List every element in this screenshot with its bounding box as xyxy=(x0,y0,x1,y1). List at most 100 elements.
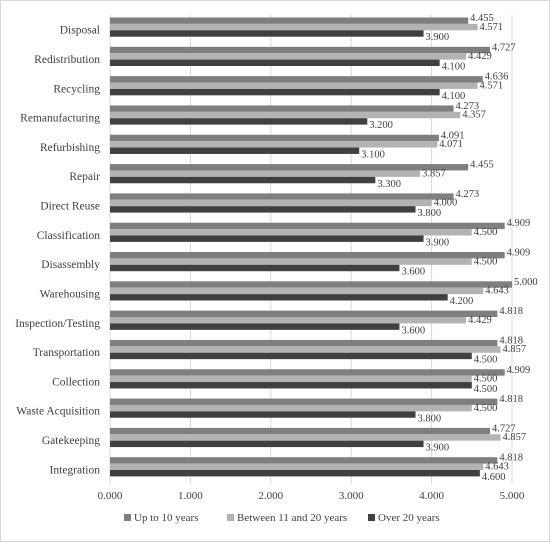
data-label: 4.909 xyxy=(507,218,531,229)
category-label: Waste Acquisition xyxy=(16,406,100,418)
data-label: 4.091 xyxy=(441,130,465,141)
category-label: Inspection/Testing xyxy=(15,318,100,330)
category-label: Disposal xyxy=(60,25,100,37)
data-label: 3.900 xyxy=(426,237,450,248)
bar xyxy=(110,235,424,242)
data-label: 4.600 xyxy=(482,472,506,483)
bar xyxy=(110,105,454,112)
bar xyxy=(110,258,472,265)
bar xyxy=(110,281,512,288)
category-label: Remanufacturing xyxy=(20,113,100,125)
bar xyxy=(110,170,421,177)
data-label: 4.357 xyxy=(462,110,486,121)
bar xyxy=(110,111,461,119)
data-label: 3.600 xyxy=(401,325,425,336)
data-label: 4.200 xyxy=(450,296,474,307)
bar xyxy=(110,352,472,360)
data-label: 4.273 xyxy=(456,189,480,200)
data-label: 4.500 xyxy=(474,403,498,414)
bar xyxy=(110,141,438,148)
bar xyxy=(110,147,360,154)
data-label: 5.000 xyxy=(514,277,538,288)
data-label: 4.818 xyxy=(499,453,523,464)
data-label: 4.500 xyxy=(474,374,498,385)
bar xyxy=(110,457,498,464)
x-tick-label: 2.000 xyxy=(258,490,283,502)
data-label: 4.455 xyxy=(470,13,494,24)
bar xyxy=(110,440,424,448)
data-label: 3.300 xyxy=(377,179,401,190)
bar xyxy=(110,346,501,353)
category-label: Direct Reuse xyxy=(40,201,100,213)
bar xyxy=(110,82,478,89)
bar xyxy=(110,176,376,184)
x-tick-label: 5.000 xyxy=(500,490,525,502)
legend-label: Over 20 years xyxy=(378,512,440,524)
data-label: 4.455 xyxy=(470,160,494,171)
data-label: 4.500 xyxy=(474,384,498,395)
category-label: Collection xyxy=(52,376,100,388)
bar xyxy=(110,434,501,441)
bar xyxy=(110,294,448,301)
data-label: 4.909 xyxy=(507,248,531,259)
data-label: 4.727 xyxy=(492,42,516,53)
bar xyxy=(110,222,505,230)
x-tick-label: 1.000 xyxy=(178,490,203,502)
data-label: 4.643 xyxy=(485,286,509,297)
data-label: 3.857 xyxy=(422,168,446,179)
data-label: 4.818 xyxy=(499,394,523,405)
data-label: 3.900 xyxy=(426,32,450,43)
bar xyxy=(110,427,491,435)
bar xyxy=(110,382,472,389)
bar xyxy=(110,17,469,24)
data-label: 4.818 xyxy=(499,335,523,346)
data-label: 4.500 xyxy=(474,355,498,366)
category-label: Disassembly xyxy=(41,259,100,271)
bar xyxy=(110,88,440,96)
data-label: 4.429 xyxy=(468,51,492,62)
bar xyxy=(110,134,439,142)
bar xyxy=(110,469,480,477)
x-tick-label: 3.000 xyxy=(339,490,364,502)
data-label: 3.900 xyxy=(426,443,450,454)
data-label: 4.636 xyxy=(485,72,509,83)
bar xyxy=(110,164,469,171)
bar xyxy=(110,375,472,383)
data-label: 3.100 xyxy=(361,149,385,160)
bar xyxy=(110,287,484,295)
data-label: 3.200 xyxy=(369,120,393,131)
data-label: 4.643 xyxy=(485,461,509,472)
data-label: 4.500 xyxy=(474,256,498,267)
bar xyxy=(110,23,478,31)
bar xyxy=(110,252,505,259)
bar xyxy=(110,206,416,213)
data-label: 4.727 xyxy=(492,423,516,434)
legend-swatch xyxy=(368,514,375,521)
bar xyxy=(110,398,498,405)
bar xyxy=(110,53,467,60)
data-label: 4.100 xyxy=(442,62,466,73)
bar xyxy=(110,463,484,470)
bar xyxy=(110,118,368,125)
category-label: Repair xyxy=(69,171,100,183)
data-label: 4.429 xyxy=(468,315,492,326)
category-label: Integration xyxy=(50,464,101,476)
data-label: 4.500 xyxy=(474,227,498,238)
data-label: 4.857 xyxy=(503,344,527,355)
legend-label: Up to 10 years xyxy=(134,512,198,524)
data-label: 3.600 xyxy=(401,267,425,278)
data-label: 4.571 xyxy=(480,22,504,33)
x-tick-label: 4.000 xyxy=(419,490,444,502)
bar xyxy=(110,229,472,236)
bar xyxy=(110,264,400,272)
bar xyxy=(110,310,498,318)
legend-swatch xyxy=(124,514,131,521)
bar xyxy=(110,411,416,418)
data-label: 4.000 xyxy=(434,198,458,209)
legend-label: Between 11 and 20 years xyxy=(237,512,347,524)
category-label: Warehousing xyxy=(40,288,101,300)
data-label: 4.818 xyxy=(499,306,523,317)
data-label: 4.273 xyxy=(456,101,480,112)
data-label: 4.071 xyxy=(439,139,463,150)
